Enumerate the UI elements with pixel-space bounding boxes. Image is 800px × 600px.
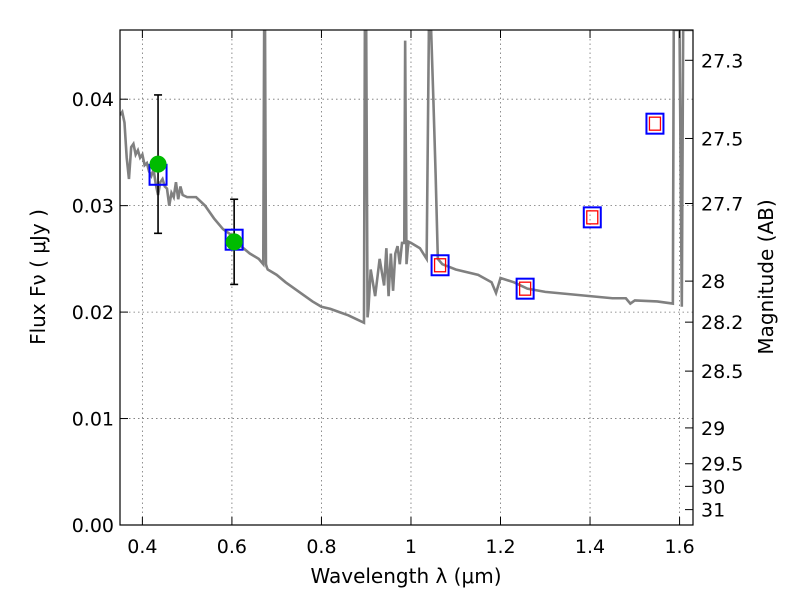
model-band-marker-inner bbox=[518, 281, 532, 296]
y2-tick-label: 27.5 bbox=[701, 128, 743, 150]
y2-tick-label: 30 bbox=[701, 476, 725, 498]
observed-point bbox=[149, 155, 167, 173]
plot-frame bbox=[119, 29, 694, 526]
y2-tick-label: 31 bbox=[701, 500, 725, 522]
model-spectrum-line bbox=[120, 30, 693, 325]
y-tick-label: 0.04 bbox=[72, 89, 114, 111]
y-tick-label: 0.02 bbox=[72, 302, 114, 324]
y-tick-label: 0.03 bbox=[72, 196, 114, 218]
x-axis-label: Wavelength λ (μm) bbox=[310, 564, 501, 588]
observed-point bbox=[225, 233, 243, 251]
y2-axis-label: Magnitude (AB) bbox=[754, 199, 778, 354]
y2-tick-label: 27.7 bbox=[701, 194, 743, 216]
y-axis-label: Flux Fν ( μJy ) bbox=[26, 209, 50, 345]
model-band-marker bbox=[515, 277, 535, 300]
y2-tick-label: 29 bbox=[701, 418, 725, 440]
x-tick-label: 1 bbox=[405, 536, 417, 558]
model-band-marker bbox=[582, 206, 602, 229]
y2-tick-label: 28.5 bbox=[701, 361, 743, 383]
model-band-marker bbox=[645, 112, 665, 135]
model-band-marker-inner bbox=[433, 258, 447, 273]
tick-labels-layer: 0.4 0.6 0.8 1 1.2 1.4 1.6 0.00 0.01 0.02 0.03 0.04 2… bbox=[72, 50, 744, 558]
x-tick-label: 0.4 bbox=[127, 536, 157, 558]
y2-tick-label: 29.5 bbox=[701, 454, 743, 476]
x-tick-label: 0.8 bbox=[306, 536, 336, 558]
model-band-marker-inner bbox=[648, 116, 662, 131]
model-band-marker bbox=[430, 254, 450, 277]
y2-tick-label: 27.3 bbox=[701, 50, 743, 72]
x-tick-label: 1.2 bbox=[485, 536, 515, 558]
y2-tick-label: 28 bbox=[701, 271, 725, 293]
y2-tick-label: 28.2 bbox=[701, 312, 743, 334]
y-tick-label: 0.00 bbox=[72, 515, 114, 537]
x-tick-label: 1.4 bbox=[575, 536, 605, 558]
model-band-marker-inner bbox=[586, 210, 599, 225]
observed-points bbox=[149, 155, 243, 251]
x-tick-label: 1.6 bbox=[664, 536, 694, 558]
ticks-layer bbox=[120, 30, 693, 526]
x-tick-label: 0.6 bbox=[217, 536, 247, 558]
y-tick-label: 0.01 bbox=[72, 409, 114, 431]
